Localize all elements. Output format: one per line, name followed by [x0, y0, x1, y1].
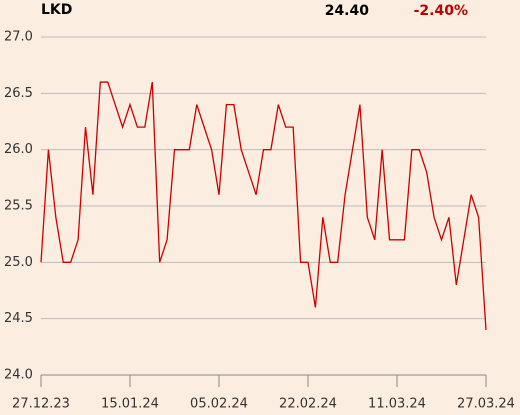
- price-line: [40, 81, 487, 330]
- x-tick-label: 05.02.24: [190, 397, 248, 412]
- x-tick-label: 27.12.23: [12, 397, 70, 412]
- change: -2.40%: [414, 3, 468, 19]
- y-tick-label: 25.0: [4, 255, 33, 270]
- x-tick-label: 11.03.24: [368, 397, 426, 412]
- symbol: LKD: [41, 2, 72, 18]
- y-tick-label: 26.5: [4, 86, 33, 101]
- x-tick-label: 22.02.24: [279, 397, 337, 412]
- last-price: 24.40: [325, 3, 370, 19]
- y-tick-label: 24.5: [4, 311, 33, 326]
- y-tick-label: 26.0: [4, 142, 33, 157]
- x-tick-label: 27.03.24: [457, 397, 515, 412]
- y-tick-label: 27.0: [4, 30, 33, 45]
- y-tick-label: 24.0: [4, 368, 33, 383]
- x-tick-label: 15.01.24: [101, 397, 159, 412]
- y-tick-label: 25.5: [4, 199, 33, 214]
